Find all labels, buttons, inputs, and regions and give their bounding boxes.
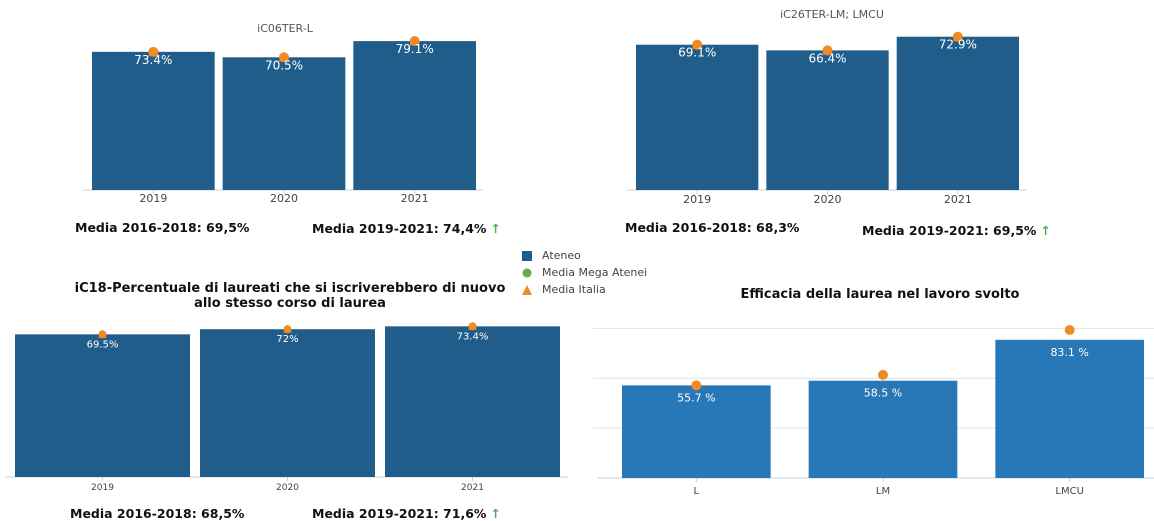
data-label-LM: 58.5 % — [864, 387, 902, 400]
data-label-2021: 73.4% — [457, 331, 489, 342]
data-label-2021: 72.9% — [939, 38, 977, 52]
marker-triangle-2020 — [822, 44, 833, 55]
trend-up-arrow-icon: ↑ — [1040, 223, 1051, 238]
chart1-media-past: Media 2016-2018: 69,5% — [75, 220, 250, 235]
marker-triangle-2020 — [283, 324, 292, 333]
marker-media-LMCU — [1064, 324, 1075, 335]
marker-triangle-2021 — [952, 31, 964, 42]
trend-up-arrow-icon: ↑ — [490, 221, 501, 236]
x-tick-label-2020: 2020 — [276, 483, 299, 493]
legend: Ateneo Media Mega Atenei Media Italia — [520, 247, 647, 298]
chart3-media-past: Media 2016-2018: 68,5% — [70, 506, 245, 521]
bar-LMCU — [995, 339, 1144, 478]
data-label-2021: 79.1% — [396, 42, 434, 56]
chart3-media-recent-text: Media 2019-2021: 71,6% — [312, 506, 487, 521]
x-tick-label-LM: LM — [876, 486, 890, 497]
legend-label: Media Mega Atenei — [542, 266, 648, 279]
trend-up-arrow-icon: ↑ — [490, 506, 501, 521]
triangle-icon — [520, 284, 534, 295]
chart4-title: Efficacia della laurea nel lavoro svolto — [740, 287, 1020, 302]
data-label-2020: 66.4% — [808, 51, 846, 65]
x-tick-label-2019: 2019 — [139, 192, 167, 205]
x-tick-label-2021: 2021 — [401, 192, 429, 205]
bar-LM — [808, 380, 958, 478]
x-tick-label-LMCU: LMCU — [1055, 486, 1084, 497]
chart2-media-recent: Media 2019-2021: 69,5% ↑ — [862, 223, 1051, 238]
marker-triangle-2020 — [278, 51, 290, 62]
chart2-plot: 2019 69.1% 2020 66.4% 2021 72.9% — [627, 31, 1026, 206]
data-label-2019: 69.5% — [87, 339, 119, 350]
bar-2020 — [222, 57, 346, 191]
marker-triangle-2019 — [98, 329, 107, 338]
marker-media-LM — [878, 369, 888, 380]
bar-2021 — [896, 36, 1019, 190]
bar-2021 — [353, 41, 476, 190]
x-tick-label-2021: 2021 — [944, 193, 972, 206]
x-tick-label-2019: 2019 — [91, 483, 114, 493]
bar-2021 — [385, 326, 560, 477]
legend-item-media-mega-atenei[interactable]: Media Mega Atenei — [520, 264, 647, 281]
marker-triangle-2019 — [147, 46, 159, 57]
bar-2019 — [15, 334, 190, 477]
chart3-title: iC18-Percentuale di laureati che si iscr… — [74, 281, 506, 311]
marker-media-L — [691, 380, 702, 391]
chart3-media-recent: Media 2019-2021: 71,6% ↑ — [312, 506, 501, 521]
chart3-plot: 2019 69.5% 2020 72% 2021 73.4% — [5, 321, 568, 493]
chart2-media-past: Media 2016-2018: 68,3% — [625, 220, 800, 235]
marker-triangle-2021 — [468, 321, 477, 330]
marker-triangle-2021 — [409, 35, 421, 46]
x-tick-label-L: L — [694, 486, 700, 497]
legend-label: Media Italia — [542, 283, 606, 296]
data-label-2019: 69.1% — [678, 46, 716, 60]
chart1-media-recent: Media 2019-2021: 74,4% ↑ — [312, 221, 501, 236]
bar-2019 — [636, 44, 759, 190]
legend-item-ateneo[interactable]: Ateneo — [520, 247, 647, 264]
chart1-plot: 2019 73.4% 2020 70.5% 2021 79.1% — [83, 35, 483, 205]
x-tick-label-2021: 2021 — [461, 483, 484, 493]
data-label-2020: 72% — [276, 334, 298, 345]
marker-triangle-2019 — [691, 39, 703, 50]
bar-L — [622, 385, 771, 478]
bar-2019 — [92, 51, 215, 190]
chart2-media-recent-text: Media 2019-2021: 69,5% — [862, 223, 1037, 238]
square-icon — [520, 250, 534, 261]
circle-icon — [520, 268, 534, 278]
bar-2020 — [766, 50, 889, 191]
data-label-LMCU: 83.1 % — [1050, 346, 1088, 359]
legend-item-media-italia[interactable]: Media Italia — [520, 281, 647, 298]
chart1-media-recent-text: Media 2019-2021: 74,4% — [312, 221, 487, 236]
x-tick-label-2020: 2020 — [270, 192, 298, 205]
chart1-title: iC06TER-L — [257, 22, 313, 35]
data-label-2020: 70.5% — [265, 58, 303, 72]
data-label-L: 55.7 % — [677, 391, 715, 404]
x-tick-label-2019: 2019 — [683, 193, 711, 206]
x-tick-label-2020: 2020 — [814, 193, 842, 206]
chart4-plot: L 55.7 % LM 58.5 % LMCU 83.1 % — [593, 324, 1154, 497]
bar-2020 — [200, 329, 375, 477]
legend-label: Ateneo — [542, 249, 581, 262]
chart2-title: iC26TER-LM; LMCU — [780, 8, 884, 21]
data-label-2019: 73.4% — [134, 53, 172, 67]
